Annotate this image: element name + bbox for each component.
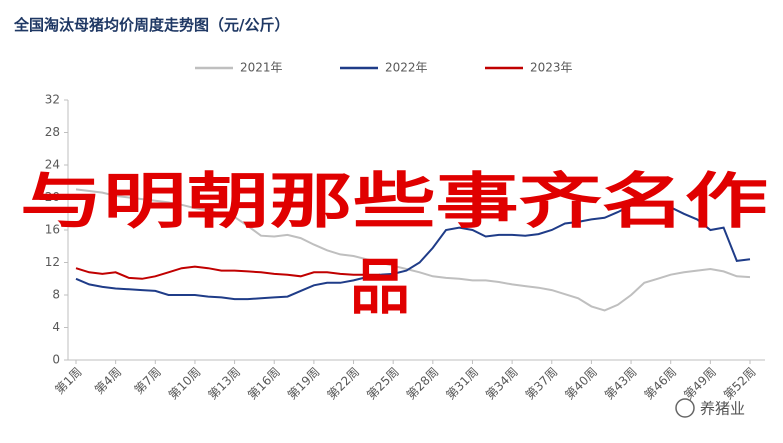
y-tick-label: 12 [45,255,60,269]
x-tick-label: 第52周 [721,365,759,403]
x-tick-label: 第31周 [443,365,481,403]
x-tick-label: 第37周 [523,365,561,403]
y-tick-label: 20 [45,190,60,204]
y-tick-label: 8 [52,288,60,302]
x-tick-label: 第4周 [92,365,124,397]
legend-label: 2021年 [240,61,283,75]
y-tick-label: 28 [45,125,60,139]
y-tick-label: 24 [45,158,60,172]
y-tick-label: 16 [45,223,60,237]
watermark-icon [675,398,695,418]
x-tick-label: 第28周 [404,365,442,403]
x-tick-label: 第40周 [562,365,600,403]
series-line [75,265,380,280]
x-tick-label: 第22周 [324,365,362,403]
watermark: 养猪业 [675,398,745,418]
x-tick-label: 第16周 [245,365,283,403]
legend-label: 2022年 [385,61,428,75]
watermark-text: 养猪业 [700,400,745,418]
overlay-text: 品 [350,253,410,323]
x-tick-label: 第46周 [642,365,680,403]
x-tick-label: 第43周 [602,365,640,403]
overlay-text: 与明朝那些事齐名作 [20,167,768,237]
x-tick-label: 第7周 [132,365,164,397]
x-tick-label: 第19周 [285,365,323,403]
series-line [75,200,751,301]
x-tick-label: 第49周 [681,365,719,403]
x-tick-label: 第13周 [206,365,244,403]
chart-title: 全国淘汰母猪均价周度走势图（元/公斤） [13,16,289,34]
y-tick-label: 32 [45,93,60,107]
x-tick-label: 第10周 [166,365,204,403]
x-tick-label: 第34周 [483,365,521,403]
y-tick-label: 0 [52,353,60,367]
x-tick-label: 第1周 [52,365,84,397]
series-line [75,188,751,312]
y-tick-label: 4 [52,320,60,334]
legend-label: 2023年 [530,61,573,75]
x-tick-label: 第25周 [364,365,402,403]
